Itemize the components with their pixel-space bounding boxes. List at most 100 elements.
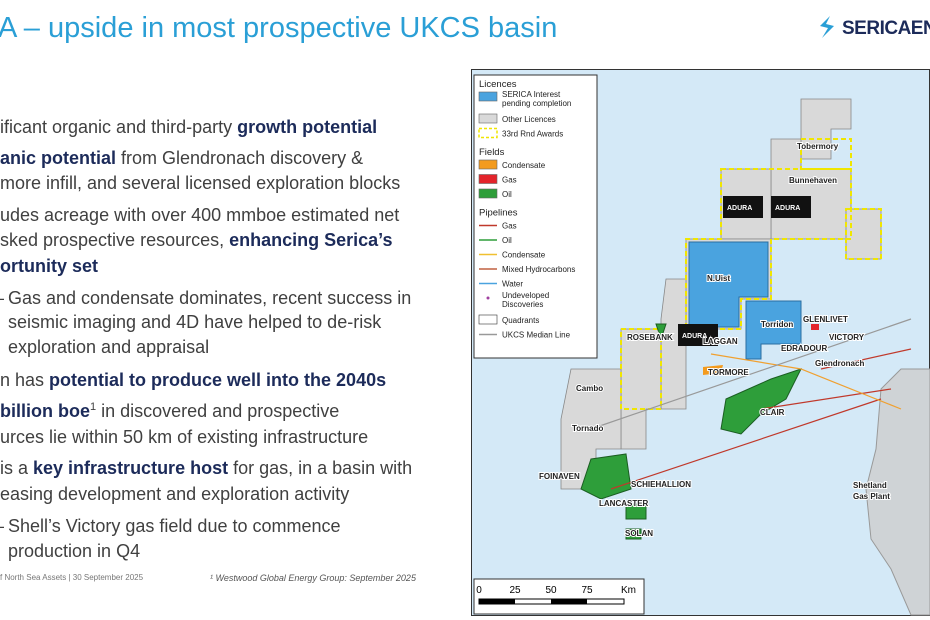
scale-label: 50 (545, 585, 557, 596)
text-run: potential to produce well into the 2040s (49, 370, 387, 390)
body-line: production in Q4 (8, 541, 140, 562)
map-label: SOLAN (625, 529, 653, 538)
body-line: sked prospective resources, enhancing Se… (0, 230, 393, 251)
legend-label: Water (502, 280, 523, 289)
legend-swatch (486, 296, 490, 300)
body-line: Shell’s Victory gas field due to commenc… (8, 516, 341, 537)
legend-swatch (478, 127, 498, 139)
text-run: udes acreage with over 400 mmboe estimat… (0, 205, 400, 225)
map-label: EDRADOUR (781, 344, 827, 353)
body-line: easing development and exploration activ… (0, 484, 349, 505)
body-line: urces lie within 50 km of existing infra… (0, 427, 368, 448)
adura-logo: ADURA (775, 205, 800, 212)
body-line: is a key infrastructure host for gas, in… (0, 458, 412, 479)
body-line: udes acreage with over 400 mmboe estimat… (0, 205, 399, 226)
scale-label: Km (621, 585, 636, 596)
text-run: growth potential (237, 117, 378, 137)
legend-swatch (478, 314, 498, 325)
legend-label: Condensate (502, 251, 546, 260)
map-label: FOINAVEN (539, 472, 580, 481)
map-label: Glendronach (815, 359, 864, 368)
text-run: Gas and condensate dominates, recent suc… (8, 288, 412, 308)
text-run: easing development and exploration activ… (0, 484, 350, 504)
text-run: enhancing Serica’s (229, 230, 393, 250)
text-run: production in Q4 (8, 541, 141, 561)
legend-label: Mixed Hydrocarbons (502, 265, 575, 274)
text-run: billion boe (0, 401, 90, 421)
legend-label: Gas (502, 222, 517, 231)
legend-label: Other Licences (502, 115, 556, 124)
legend-label: Oil (502, 236, 512, 245)
map-label: LANCASTER (599, 499, 649, 508)
map-label: Bunnehaven (789, 176, 837, 185)
legend-label: Undeveloped Discoveries (502, 291, 549, 309)
text-run: is a (0, 458, 34, 478)
map-label: ROSEBANK (627, 333, 673, 342)
bullet-dash: – (0, 288, 4, 309)
scale-label: 0 (476, 585, 482, 596)
text-run: n has (0, 370, 50, 390)
text-run: 1 (90, 401, 97, 413)
text-run: anic potential (0, 148, 117, 168)
map-label: TORMORE (708, 368, 749, 377)
text-run: key infrastructure host (33, 458, 229, 478)
adura-logo: ADURA (682, 333, 707, 340)
map-label: GLENLIVET (803, 315, 848, 324)
text-run: for gas, in a basin with (228, 458, 413, 478)
scale-label: 75 (581, 585, 593, 596)
map-label: Tobermory (797, 142, 839, 151)
legend-title: Licences (479, 79, 517, 90)
legend-label: Gas (502, 176, 517, 185)
legend-label: Condensate (502, 161, 546, 170)
map-label: Gas Plant (853, 492, 890, 501)
map-label: CLAIR (760, 408, 785, 417)
body-line: ortunity set (0, 256, 98, 277)
body-line: ificant organic and third-party growth p… (0, 117, 377, 138)
body-line: n has potential to produce well into the… (0, 370, 386, 391)
legend-swatch (478, 174, 498, 184)
map-label: Torridon (761, 320, 793, 329)
logo: SERICAENE (842, 18, 930, 39)
text-run: in discovered and prospective (96, 401, 340, 421)
legend-label: Oil (502, 190, 512, 199)
legend-swatch (478, 159, 498, 170)
body-line: seismic imaging and 4D have helped to de… (8, 312, 381, 333)
text-run: from Glendronach discovery & (116, 148, 364, 168)
legend-title: Pipelines (479, 208, 518, 219)
legend-label: SERICA Interest pending completion (502, 90, 571, 108)
text-run: Shell’s Victory gas field due to commenc… (8, 516, 341, 536)
map-label: N.Uist (707, 274, 730, 283)
text-run: urces lie within 50 km of existing infra… (0, 427, 369, 447)
footnote: ¹ Westwood Global Energy Group: Septembe… (210, 573, 416, 583)
scale-label: 25 (509, 585, 521, 596)
text-run: exploration and appraisal (8, 337, 210, 357)
text-run: seismic imaging and 4D have helped to de… (8, 312, 382, 332)
map-label: Shetland (853, 481, 887, 490)
legend-title: Fields (479, 147, 505, 158)
bullet-dash: – (0, 516, 4, 537)
body-line: exploration and appraisal (8, 337, 209, 358)
body-line: Gas and condensate dominates, recent suc… (8, 288, 411, 309)
map-label: LAGGAN (703, 337, 738, 346)
map-label: VICTORY (829, 333, 865, 342)
legend-label: Quadrants (502, 316, 539, 325)
text-run: ificant organic and third-party (0, 117, 238, 137)
footer: f North Sea Assets | 30 September 2025 (0, 573, 144, 582)
map-label: Cambo (576, 384, 603, 393)
body-line: more infill, and several licensed explor… (0, 173, 400, 194)
legend-swatch (478, 113, 498, 124)
legend-label: 33rd Rnd Awards (502, 130, 563, 139)
title: A – upside in most prospective UKCS basi… (0, 12, 558, 44)
logo-icon (820, 16, 834, 38)
text-run: ortunity set (0, 256, 99, 276)
legend-swatch (478, 91, 498, 102)
text-run: sked prospective resources, (0, 230, 230, 250)
adura-logo: ADURA (727, 205, 752, 212)
text-run: more infill, and several licensed explor… (0, 173, 401, 193)
map-label: SCHIEHALLION (631, 480, 691, 489)
legend-swatch (478, 188, 498, 199)
body-line: anic potential from Glendronach discover… (0, 148, 363, 169)
legend-label: UKCS Median Line (502, 331, 571, 340)
